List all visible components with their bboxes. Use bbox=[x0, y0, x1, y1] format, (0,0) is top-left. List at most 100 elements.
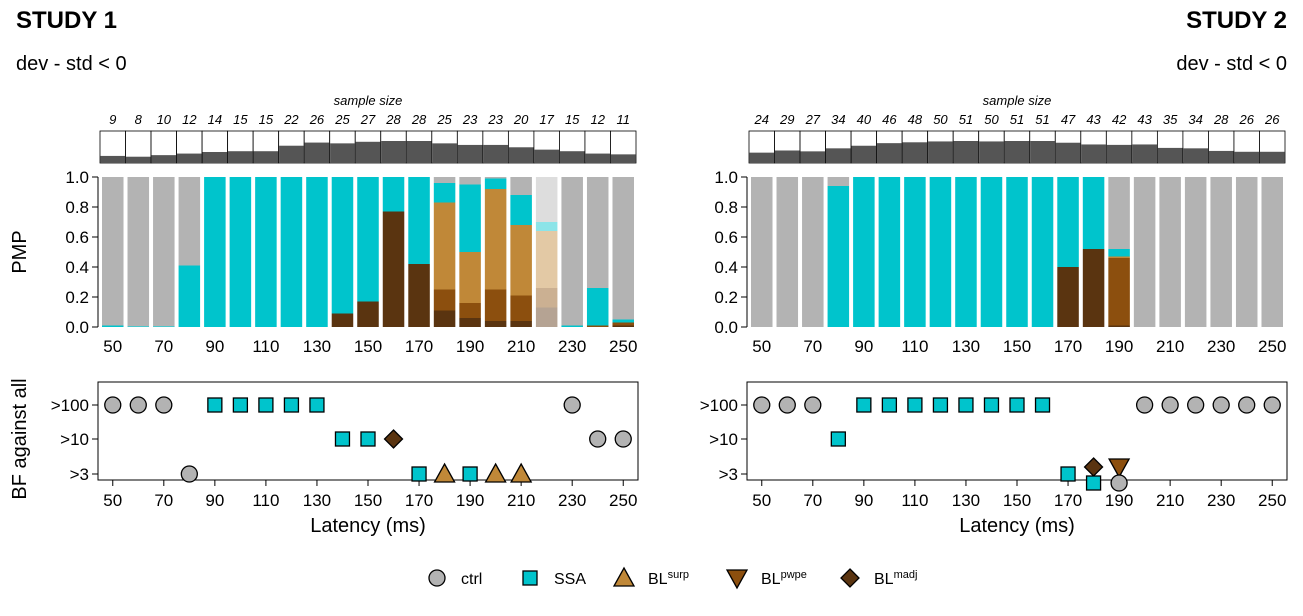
sample-size-bar bbox=[1259, 151, 1285, 163]
bf-frame bbox=[97, 381, 639, 481]
pmp-x-tick-label: 150 bbox=[354, 337, 382, 356]
pmp-bar-ssa bbox=[904, 177, 926, 327]
sample-size-value: 51 bbox=[959, 112, 973, 127]
x-axis-label: Latency (ms) bbox=[310, 515, 426, 537]
pmp-x-tick-label: 110 bbox=[901, 337, 928, 356]
bf-x-tick-label: 70 bbox=[154, 491, 173, 510]
sample-size-bar bbox=[1208, 150, 1234, 163]
pmp-bar-bl-pwpe bbox=[586, 325, 609, 327]
bf-point-bl-surp bbox=[510, 462, 533, 483]
pmp-bar-ctrl bbox=[510, 177, 532, 195]
sample-size-bar bbox=[1234, 151, 1260, 163]
bf-x-tick-label: 50 bbox=[752, 491, 771, 510]
pmp-x-tick-label: 170 bbox=[405, 337, 433, 356]
pmp-x-tick-label: 250 bbox=[1258, 337, 1286, 356]
pmp-bar-bl-pwpe bbox=[1108, 258, 1130, 326]
pmp-bar-bl-madj bbox=[331, 313, 354, 327]
bf-point-ssa bbox=[1060, 466, 1076, 482]
circle-icon bbox=[428, 569, 446, 587]
pmp-bar-ssa bbox=[306, 177, 328, 327]
sample-size-value: 48 bbox=[908, 112, 923, 127]
bf-x-tick-label: 70 bbox=[803, 491, 822, 510]
pmp-x-tick-label: 190 bbox=[1105, 337, 1133, 356]
pmp-y-tick-label: 0.6 bbox=[714, 228, 738, 247]
pmp-bar-bl-madj bbox=[612, 325, 634, 327]
pmp-bar-bl-madj bbox=[1057, 267, 1079, 327]
pmp-bar-ctrl bbox=[1261, 177, 1283, 327]
pmp-bar-ctrl bbox=[484, 177, 507, 179]
sample-size-bar bbox=[877, 143, 902, 163]
sample-size-bar bbox=[176, 153, 202, 163]
pmp-bar-ssa bbox=[178, 265, 201, 327]
pmp-bar-ssa bbox=[127, 326, 150, 327]
pmp-bar-ssa bbox=[382, 177, 405, 212]
study2-panel: sample size 24 29 27 34 40 46 48 50 51 50 51 51 47 43 4… bbox=[700, 93, 1288, 537]
bf-x-tick-label: 230 bbox=[1207, 491, 1235, 510]
sample-size-value: 46 bbox=[882, 112, 897, 127]
sample-size-value: 27 bbox=[805, 112, 821, 127]
sample-size-label: sample size bbox=[983, 93, 1052, 108]
pmp-bar-bl-pwpe bbox=[612, 322, 634, 326]
sample-size-bar bbox=[279, 145, 304, 163]
pmp-bar-ctrl bbox=[586, 177, 609, 288]
sample-size-bar bbox=[355, 141, 381, 163]
pmp-bar-ssa bbox=[1108, 249, 1130, 257]
sample-size-bar bbox=[825, 148, 851, 163]
bf-x-tick-label: 150 bbox=[354, 491, 382, 510]
pmp-bar-bl-madj bbox=[357, 301, 379, 327]
pmp-bar-ssa bbox=[980, 177, 1003, 327]
pmp-x-tick-label: 90 bbox=[205, 337, 224, 356]
pmp-bar-bl-pwpe bbox=[484, 289, 507, 321]
pmp-bar-ssa bbox=[357, 177, 379, 302]
sample-size-value: 8 bbox=[135, 112, 143, 127]
bf-y-tick-label: >3 bbox=[719, 465, 738, 484]
sample-size-value: 22 bbox=[283, 112, 299, 127]
pmp-x-tick-label: 170 bbox=[1054, 337, 1082, 356]
pmp-bar-bl-surp bbox=[459, 252, 481, 303]
pmp-x-tick-label: 250 bbox=[609, 337, 637, 356]
sample-size-value: 15 bbox=[565, 112, 580, 127]
pmp-bar-ctrl bbox=[535, 177, 558, 222]
pmp-bar-ssa bbox=[929, 177, 952, 327]
sample-size-bar bbox=[953, 141, 979, 163]
sample-size-value: 47 bbox=[1061, 112, 1076, 127]
pmp-bar-ctrl bbox=[776, 177, 799, 327]
pmp-bar-ctrl bbox=[127, 177, 150, 327]
sample-size-value: 17 bbox=[539, 112, 554, 127]
bf-x-tick-label: 170 bbox=[1054, 491, 1082, 510]
sample-size-bar bbox=[800, 151, 826, 163]
pmp-x-tick-label: 210 bbox=[1156, 337, 1184, 356]
sample-size-value: 27 bbox=[360, 112, 376, 127]
legend-label-bl-madj: BLmadj bbox=[874, 569, 917, 588]
bf-x-tick-label: 230 bbox=[558, 491, 586, 510]
sample-size-value: 51 bbox=[1010, 112, 1024, 127]
sample-size-value: 12 bbox=[182, 112, 197, 127]
pmp-bar-ssa bbox=[433, 183, 456, 203]
pmp-bar-bl-surp bbox=[1108, 256, 1130, 258]
bf-point-ssa bbox=[360, 431, 376, 447]
sample-size-value: 43 bbox=[1086, 112, 1101, 127]
study2-title: STUDY 2 bbox=[1186, 7, 1287, 34]
pmp-x-tick-label: 70 bbox=[803, 337, 822, 356]
bf-point-ssa bbox=[334, 431, 351, 447]
x-axis-label: Latency (ms) bbox=[959, 515, 1075, 537]
bf-x-tick-label: 110 bbox=[252, 491, 279, 510]
sample-size-value: 34 bbox=[1188, 112, 1202, 127]
pmp-y-tick-label: 0.8 bbox=[714, 198, 738, 217]
bf-point-ctrl bbox=[589, 430, 607, 448]
bf-y-tick-label: >10 bbox=[60, 430, 89, 449]
sample-size-value: 42 bbox=[1112, 112, 1127, 127]
bf-x-tick-label: 250 bbox=[1258, 491, 1286, 510]
sample-size-bar bbox=[749, 152, 775, 163]
sample-size-bar bbox=[902, 142, 928, 163]
sample-size-value: 20 bbox=[513, 112, 529, 127]
study1-title: STUDY 1 bbox=[16, 7, 117, 34]
sample-size-bar bbox=[559, 151, 585, 163]
sample-size-bar bbox=[381, 141, 406, 163]
sample-size-value: 25 bbox=[334, 112, 350, 127]
pmp-bar-bl-madj bbox=[510, 321, 532, 327]
bf-x-tick-label: 50 bbox=[103, 491, 122, 510]
sample-size-bar bbox=[406, 141, 432, 163]
sample-size-value: 50 bbox=[984, 112, 999, 127]
bf-point-ssa bbox=[983, 397, 1000, 413]
